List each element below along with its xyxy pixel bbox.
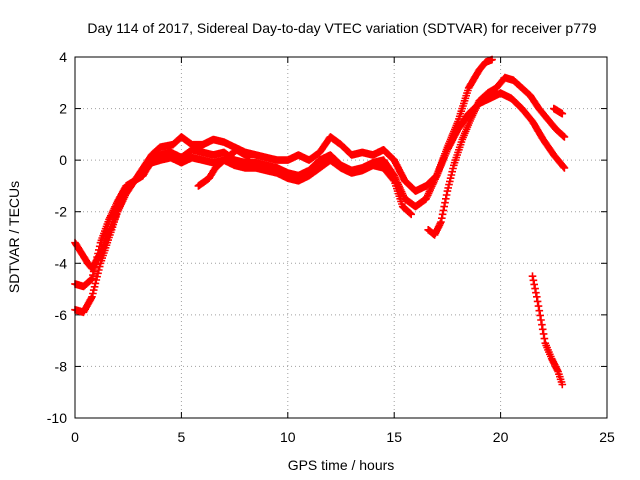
series-track-f bbox=[550, 104, 567, 118]
y-axis-label: SDTVAR / TECUs bbox=[6, 181, 22, 293]
plot-frame bbox=[74, 56, 608, 419]
series-track-g bbox=[528, 272, 567, 389]
data-points-track-g bbox=[528, 272, 567, 389]
y-tick-label: -6 bbox=[55, 307, 68, 323]
y-tick-label: 2 bbox=[59, 101, 67, 117]
y-tick-labels: -10 -8 -6 -4 -2 0 2 4 bbox=[47, 49, 67, 426]
y-tick-label: -4 bbox=[55, 255, 68, 271]
y-tick-label: -8 bbox=[55, 358, 68, 374]
series-track-c bbox=[71, 153, 415, 317]
x-tick-labels: 0 5 10 15 20 25 bbox=[71, 429, 615, 445]
x-tick-label: 0 bbox=[71, 429, 79, 445]
data-points-track-a bbox=[71, 55, 496, 273]
series-track-a bbox=[71, 55, 496, 273]
data-points-track-f bbox=[550, 104, 567, 118]
x-tick-label: 25 bbox=[599, 429, 615, 445]
data-points-track-e bbox=[424, 73, 569, 239]
data-points-track-d bbox=[194, 146, 254, 190]
chart-title: Day 114 of 2017, Sidereal Day-to-day VTE… bbox=[87, 20, 596, 36]
x-axis-label: GPS time / hours bbox=[288, 457, 395, 473]
y-tick-label: 0 bbox=[59, 152, 67, 168]
x-tick-label: 10 bbox=[280, 429, 296, 445]
x-tick-label: 5 bbox=[178, 429, 186, 445]
y-tick-label: -2 bbox=[55, 204, 68, 220]
x-tick-label: 15 bbox=[386, 429, 402, 445]
y-tick-label: -10 bbox=[47, 410, 67, 426]
data-series bbox=[71, 55, 569, 389]
series-track-e bbox=[424, 73, 569, 239]
series-track-d bbox=[194, 146, 254, 190]
x-tick-label: 20 bbox=[493, 429, 509, 445]
series-track-b bbox=[71, 89, 569, 291]
data-points-track-c bbox=[71, 153, 415, 317]
data-points-track-b bbox=[71, 89, 569, 291]
y-tick-label: 4 bbox=[59, 49, 67, 65]
